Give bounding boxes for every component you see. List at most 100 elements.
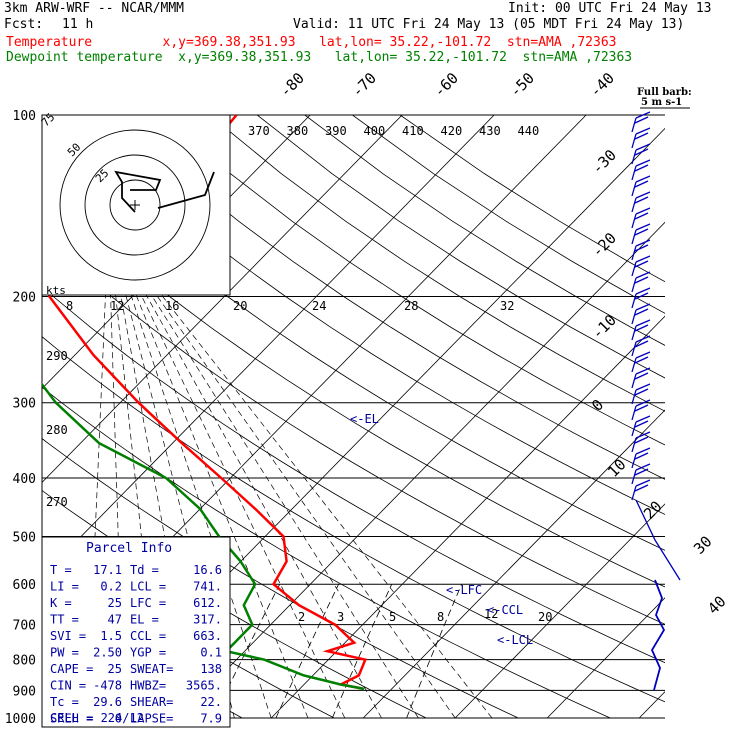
wind-barb (631, 367, 651, 389)
ccl-marker: <-CCL (487, 603, 523, 617)
parcel-field-label: YGP = (130, 646, 166, 660)
wind-barb (631, 143, 651, 165)
adiabat-label: 280 (46, 423, 68, 437)
parcel-field-value: 47 (108, 613, 122, 627)
moist-adiabat (54, 115, 346, 719)
init-time: Init: 00 UTC Fri 24 May 13 (508, 1, 712, 16)
mixing-ratio-line (331, 584, 393, 719)
parcel-field-label: T = (50, 563, 72, 577)
isotherm-label: 40 (704, 592, 730, 618)
mixing-ratio-label: 12 (484, 607, 498, 621)
barb-key-label: Full barb: (637, 87, 692, 98)
dry-adiabat (66, 115, 665, 515)
wind-barb (631, 351, 651, 373)
pressure-tick-label: 500 (13, 530, 36, 545)
parcel-field-label: LI = (50, 580, 79, 594)
dry-adiabat (161, 115, 665, 446)
moist-adiabat (42, 141, 493, 719)
hodograph-axis-label: 12 (110, 299, 124, 313)
temperature-legend: Temperature x,y=369.38,351.93 lat,lon= 3… (6, 35, 617, 50)
isotherm-label: 0 (588, 396, 607, 415)
hodograph-ring (84, 154, 186, 256)
wind-barb-boundary (635, 499, 681, 581)
el-marker: <-EL (350, 412, 379, 426)
dewpoint-legend: Dewpoint temperature x,y=369.38,351.93 l… (6, 50, 633, 65)
isotherm-label: 20 (640, 497, 666, 523)
isotherm-label: -60 (430, 69, 462, 101)
wind-barb (631, 431, 651, 453)
wind-barb (631, 479, 651, 501)
parcel-field-value: 17.1 (93, 563, 122, 577)
lcl-marker: <-LCL (497, 633, 533, 647)
isotherm-line (42, 115, 403, 484)
parcel-field-value: 317. (193, 613, 222, 627)
pressure-tick-label: 100 (13, 109, 36, 124)
wind-barb (631, 255, 651, 277)
isotherm-label: 30 (690, 532, 716, 558)
moist-adiabat (62, 115, 309, 719)
lfc-marker: <-LFC (446, 583, 482, 597)
forecast-label: Fcst: (4, 17, 44, 32)
parcel-field-label: CIN = (50, 679, 86, 693)
wind-barb (631, 111, 651, 133)
wind-barb (631, 287, 651, 309)
mixing-ratio-line (406, 584, 462, 719)
parcel-field-value: 1.5 (100, 629, 122, 643)
dry-adiabat (42, 236, 665, 625)
forecast-hour: 11 h (62, 17, 94, 32)
wind-barb (631, 415, 651, 437)
parcel-field-value: 7.9 (200, 712, 222, 726)
hodograph-axis-label: 16 (165, 299, 179, 313)
parcel-field-label: CAPE = (50, 662, 93, 676)
parcel-field-value: -478 (93, 679, 122, 693)
wind-barb (631, 191, 651, 213)
isotherm-label: -70 (348, 69, 380, 101)
theta-label: 410 (402, 124, 424, 138)
wind-barb (631, 207, 651, 229)
pressure-tick-label: 900 (13, 684, 36, 699)
parcel-field-value: 2.50 (93, 646, 122, 660)
isotherm-label: -30 (588, 146, 620, 178)
dewpoint-profile (42, 115, 365, 691)
parcel-field-label: SWEAT= (130, 662, 173, 676)
wind-barb (631, 159, 651, 181)
isotherm-label: -40 (586, 69, 618, 101)
parcel-info-title: Parcel Info (86, 541, 172, 556)
dry-adiabat (42, 386, 611, 719)
hodograph-origin (130, 200, 140, 210)
barb-key-units: 5 m s-1 (641, 97, 682, 108)
isotherm-line (731, 115, 740, 718)
isotherm-line (454, 503, 665, 719)
parcel-field-value: 3565. (186, 679, 222, 693)
isotherm-line (178, 221, 665, 719)
isotherm-line (42, 115, 495, 577)
parcel-field-value: 612. (193, 596, 222, 610)
parcel-field-value: 741. (193, 580, 222, 594)
parcel-cell: CELL = 224/12 (50, 711, 144, 725)
parcel-field-label: LCL = (130, 580, 166, 594)
adiabat-label: 270 (46, 495, 68, 509)
isotherm-label: -10 (588, 311, 620, 343)
parcel-field-label: SHEAR= (130, 695, 173, 709)
wind-barb (631, 319, 651, 341)
dry-adiabat (209, 115, 665, 412)
parcel-field-value: 16.6 (193, 563, 222, 577)
mixing-ratio-label: 5 (389, 610, 396, 624)
parcel-field-label: CCL = (130, 629, 166, 643)
low-level-barbs (650, 579, 666, 691)
hodograph-axis-label: 32 (500, 299, 514, 313)
pressure-tick-label: 300 (13, 397, 36, 412)
adiabat-label: 290 (46, 349, 68, 363)
theta-label: 390 (325, 124, 347, 138)
theta-label: 420 (441, 124, 463, 138)
isotherm-line (362, 409, 665, 719)
mixing-ratio-label: 20 (538, 610, 552, 624)
isotherm-line (270, 315, 665, 719)
parcel-field-value: 22. (200, 695, 222, 709)
wind-barb (631, 447, 651, 469)
hodograph-ring (59, 129, 211, 281)
wind-barb (631, 335, 651, 357)
parcel-field-value: 0 (115, 712, 122, 726)
hodograph-axis-label: 24 (312, 299, 326, 313)
pressure-tick-label: 400 (13, 472, 36, 487)
